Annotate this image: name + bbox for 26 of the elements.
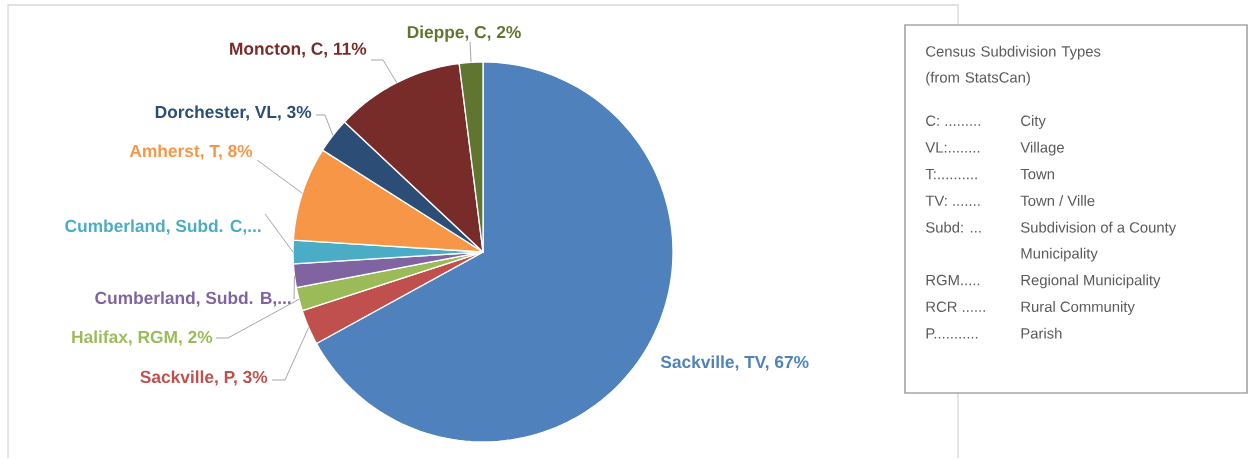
text: Census Subdivision Types (from StatsCan) [926, 45, 1101, 86]
slice-label: Cumberland, Subd. C,... [65, 219, 261, 235]
text: Rural Community [1021, 301, 1135, 316]
text: VL:........ [925, 142, 980, 153]
slice-label: Dieppe, C, 2% [407, 25, 521, 42]
text: TV: ....... [925, 195, 980, 207]
text: RGM..... [926, 275, 980, 286]
text: P........... [926, 328, 978, 339]
text: Town [1020, 169, 1055, 180]
slice-label: Cumberland, Subd. B,... [95, 291, 291, 307]
text: Village [1020, 141, 1064, 156]
text: City [1021, 115, 1046, 130]
text: T:.......... [925, 169, 977, 180]
text: Parish [1021, 327, 1062, 339]
slice-label: Dorchester, VL, 3% [155, 105, 312, 121]
slice-label: Halifax, RGM, 2% [72, 330, 213, 346]
slice-label: Moncton, C, 11% [230, 42, 367, 58]
text: RCR ...... [926, 301, 985, 313]
text: Regional Municipality [1021, 274, 1161, 289]
text: Subd: ... [926, 221, 981, 233]
slice-label: Sackville, TV, 67% [660, 355, 809, 371]
text: Town / Ville [1020, 195, 1095, 207]
text: Subdivision of a County Municipality [1021, 221, 1177, 262]
slice-label: Amherst, T, 8% [129, 144, 253, 160]
slice-label: Sackville, P, 3% [140, 370, 268, 386]
text: C: ......... [926, 115, 981, 127]
